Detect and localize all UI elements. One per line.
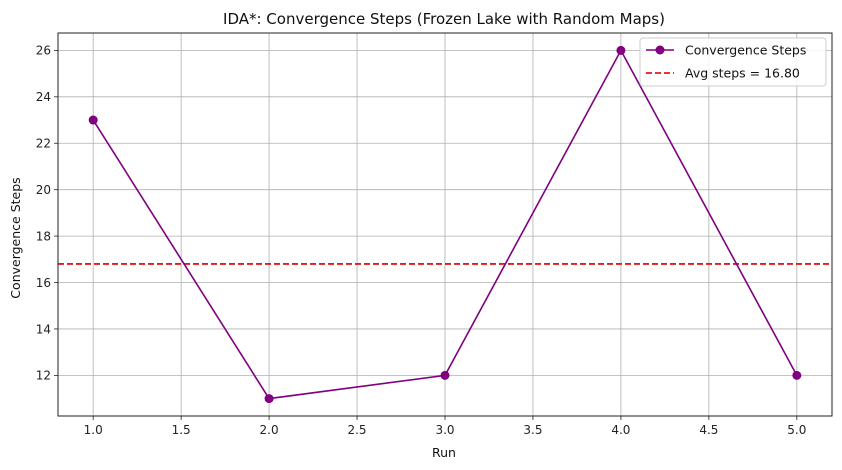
- y-tick-label: 20: [36, 183, 51, 197]
- data-point: [440, 370, 450, 380]
- y-tick-label: 18: [36, 229, 51, 243]
- x-tick-label: 2.0: [260, 423, 279, 437]
- series-group: [88, 45, 802, 404]
- legend-average-label: Avg steps = 16.80: [685, 66, 800, 81]
- data-point: [792, 370, 802, 380]
- legend-series-marker: [655, 45, 665, 55]
- legend: Convergence Steps Avg steps = 16.80: [639, 37, 827, 87]
- y-tick-label: 24: [36, 90, 51, 104]
- data-point: [264, 394, 274, 404]
- x-tick-label: 1.0: [84, 423, 103, 437]
- y-tick-label: 12: [36, 369, 51, 383]
- x-axis-ticks: 1.0 1.5 2.0 2.5 3.0 3.5 4.0 4.5 5.0: [84, 416, 806, 437]
- y-tick-label: 22: [36, 137, 51, 151]
- data-point: [616, 45, 626, 55]
- y-tick-label: 14: [36, 322, 51, 336]
- x-tick-label: 3.5: [523, 423, 542, 437]
- x-tick-label: 4.0: [611, 423, 630, 437]
- y-axis-ticks: 12 14 16 18 20 22 24 26: [36, 44, 58, 383]
- x-tick-label: 1.5: [172, 423, 191, 437]
- legend-series-label: Convergence Steps: [685, 43, 806, 58]
- data-point: [88, 115, 98, 125]
- y-tick-label: 16: [36, 276, 51, 290]
- x-tick-label: 4.5: [699, 423, 718, 437]
- chart-title: IDA*: Convergence Steps (Frozen Lake wit…: [223, 10, 665, 28]
- grid-lines: [58, 33, 832, 416]
- x-axis-label: Run: [432, 445, 456, 460]
- legend-box: [639, 37, 827, 87]
- x-tick-label: 2.5: [347, 423, 366, 437]
- y-axis-label: Convergence Steps: [8, 177, 23, 298]
- x-tick-label: 3.0: [435, 423, 454, 437]
- x-tick-label: 5.0: [787, 423, 806, 437]
- y-tick-label: 26: [36, 44, 51, 58]
